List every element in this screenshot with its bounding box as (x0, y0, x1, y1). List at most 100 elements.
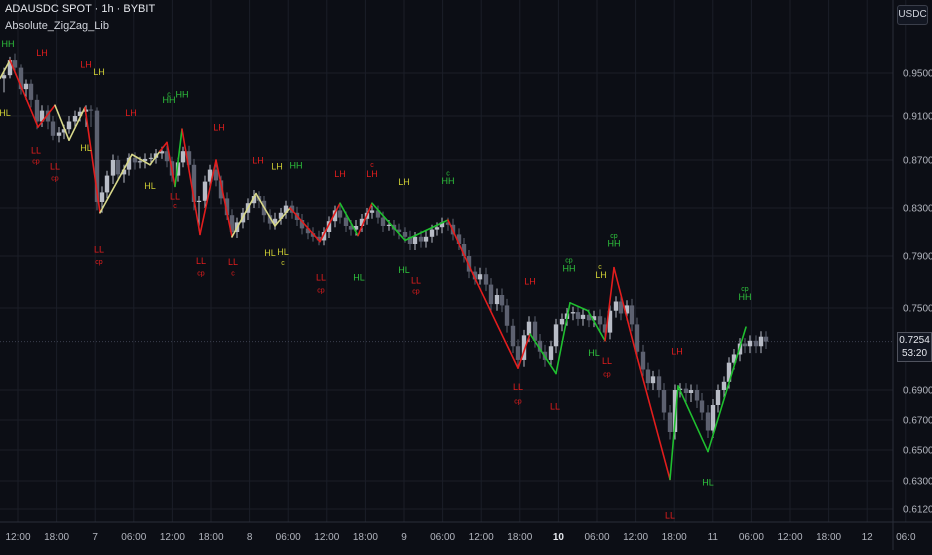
swing-label: cp (412, 289, 420, 296)
swing-label: cp (32, 159, 40, 166)
candle-body (683, 388, 689, 393)
y-tick-label: 0.6300 (903, 477, 932, 488)
swing-label: HL (264, 248, 276, 258)
candle-body (272, 218, 278, 224)
swing-label: cp (610, 233, 618, 240)
candle-body (526, 321, 532, 336)
candle-body (412, 236, 418, 244)
candle-body (191, 164, 197, 202)
swing-label: LH (80, 60, 92, 70)
swing-label: c (173, 203, 177, 210)
zigzag-segment (529, 333, 557, 375)
candle-body (7, 60, 13, 76)
candle-body (521, 335, 527, 360)
swing-label: HH (442, 176, 455, 186)
x-tick-label: 18:00 (507, 532, 532, 543)
candle-body (115, 160, 121, 175)
candle-body (494, 295, 500, 305)
candle-body (602, 324, 608, 333)
swing-label: HH (2, 39, 15, 49)
y-tick-label: 0.7900 (903, 252, 932, 263)
zigzag-segment (569, 301, 589, 312)
x-tick-label: 12:00 (623, 532, 648, 543)
indicator-name[interactable]: Absolute_ZigZag_Lib (5, 20, 109, 32)
swing-label: HH (739, 292, 752, 302)
candle-body (39, 110, 45, 122)
x-tick-label: 06:00 (739, 532, 764, 543)
currency-button[interactable]: USDC (897, 5, 928, 25)
y-tick-label: 0.8700 (903, 156, 932, 167)
zigzag-segment (0, 59, 11, 80)
x-tick-label: 06:00 (121, 532, 146, 543)
swing-label: HL (0, 108, 11, 118)
zigzag-segment (68, 106, 86, 141)
candle-body (504, 305, 510, 326)
zigzag-segment (289, 207, 321, 243)
candle-body (121, 169, 127, 175)
candle-body (753, 340, 759, 347)
swing-label: LH (334, 169, 346, 179)
zigzag-segment (669, 385, 679, 481)
candle-body (548, 346, 554, 360)
candle-body (104, 175, 110, 193)
symbol-title[interactable]: ADAUSDC SPOT · 1h · BYBIT (5, 3, 156, 15)
swing-label: cp (197, 271, 205, 278)
candle-body (218, 180, 224, 199)
candle-body (175, 162, 181, 176)
x-tick-label: 06:00 (276, 532, 301, 543)
zigzag-segment (447, 219, 474, 276)
candle-body (483, 274, 489, 285)
candle-body (742, 343, 748, 347)
candle-body (634, 324, 640, 352)
candle-body (423, 236, 429, 242)
swing-label: HH (563, 264, 576, 274)
candle-body (591, 316, 597, 321)
x-tick-label: 18:00 (44, 532, 69, 543)
candle-body (126, 157, 132, 170)
zigzag-segment (231, 192, 257, 238)
zigzag-segment (215, 159, 233, 238)
zigzag-segment (255, 192, 276, 227)
candle-body (439, 222, 445, 228)
zigzag-segment (181, 128, 201, 236)
y-tick-label: 0.7500 (903, 304, 932, 315)
zigzag-segment (604, 266, 615, 342)
candle-body (159, 151, 165, 154)
zigzag-segment (159, 141, 168, 152)
candle-body (283, 205, 289, 213)
swing-label: LL (196, 256, 206, 266)
candle-body (369, 210, 375, 213)
swing-label: c (446, 171, 450, 178)
x-tick-label: 12:00 (160, 532, 185, 543)
bar-countdown: 53:20 (901, 348, 928, 359)
candle-body (66, 121, 72, 130)
candle-body (705, 412, 711, 431)
x-tick-label: 18:00 (662, 532, 687, 543)
candle-body (624, 305, 630, 314)
candle-body (607, 310, 613, 333)
grid (0, 0, 907, 522)
swing-label: cp (95, 259, 103, 266)
zigzag-segment (99, 153, 133, 214)
x-tick-label: 06:00 (584, 532, 609, 543)
y-tick-label: 0.9100 (903, 112, 932, 123)
zigzag-segment (371, 202, 406, 242)
swing-label: cp (514, 399, 522, 406)
last-price-value: 0.7254 (899, 335, 930, 346)
zigzag-segment (635, 352, 671, 481)
candle-body (61, 129, 67, 133)
candle-body (1, 75, 7, 79)
swing-label: LH (595, 270, 607, 280)
swing-label: c (370, 162, 374, 169)
candle-body (559, 318, 565, 325)
x-tick-label: 06:00 (430, 532, 455, 543)
candle-body (207, 169, 213, 182)
candle-body (353, 226, 359, 230)
candle-body (310, 233, 316, 237)
x-tick-label: 12:00 (314, 532, 339, 543)
y-tick-label: 0.6900 (903, 386, 932, 397)
swing-label: cp (317, 287, 325, 294)
